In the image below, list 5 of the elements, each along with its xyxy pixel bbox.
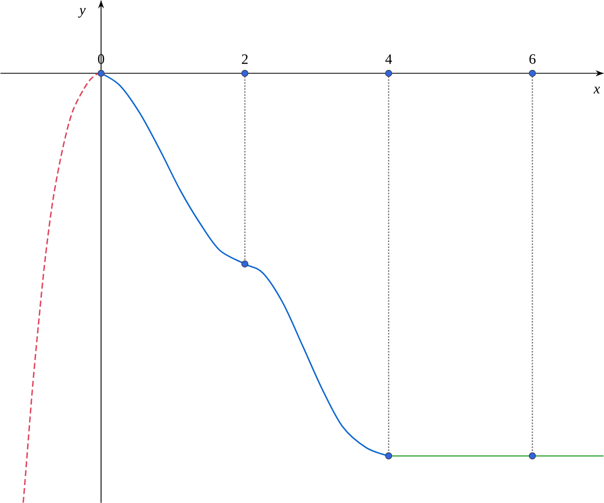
x-axis-title: x (594, 86, 600, 94)
x-tick-label: 2 (242, 54, 248, 64)
y-axis-title: y (78, 8, 86, 18)
x-tick-label: 4 (385, 54, 392, 64)
x-tick-label: 6 (529, 54, 536, 64)
